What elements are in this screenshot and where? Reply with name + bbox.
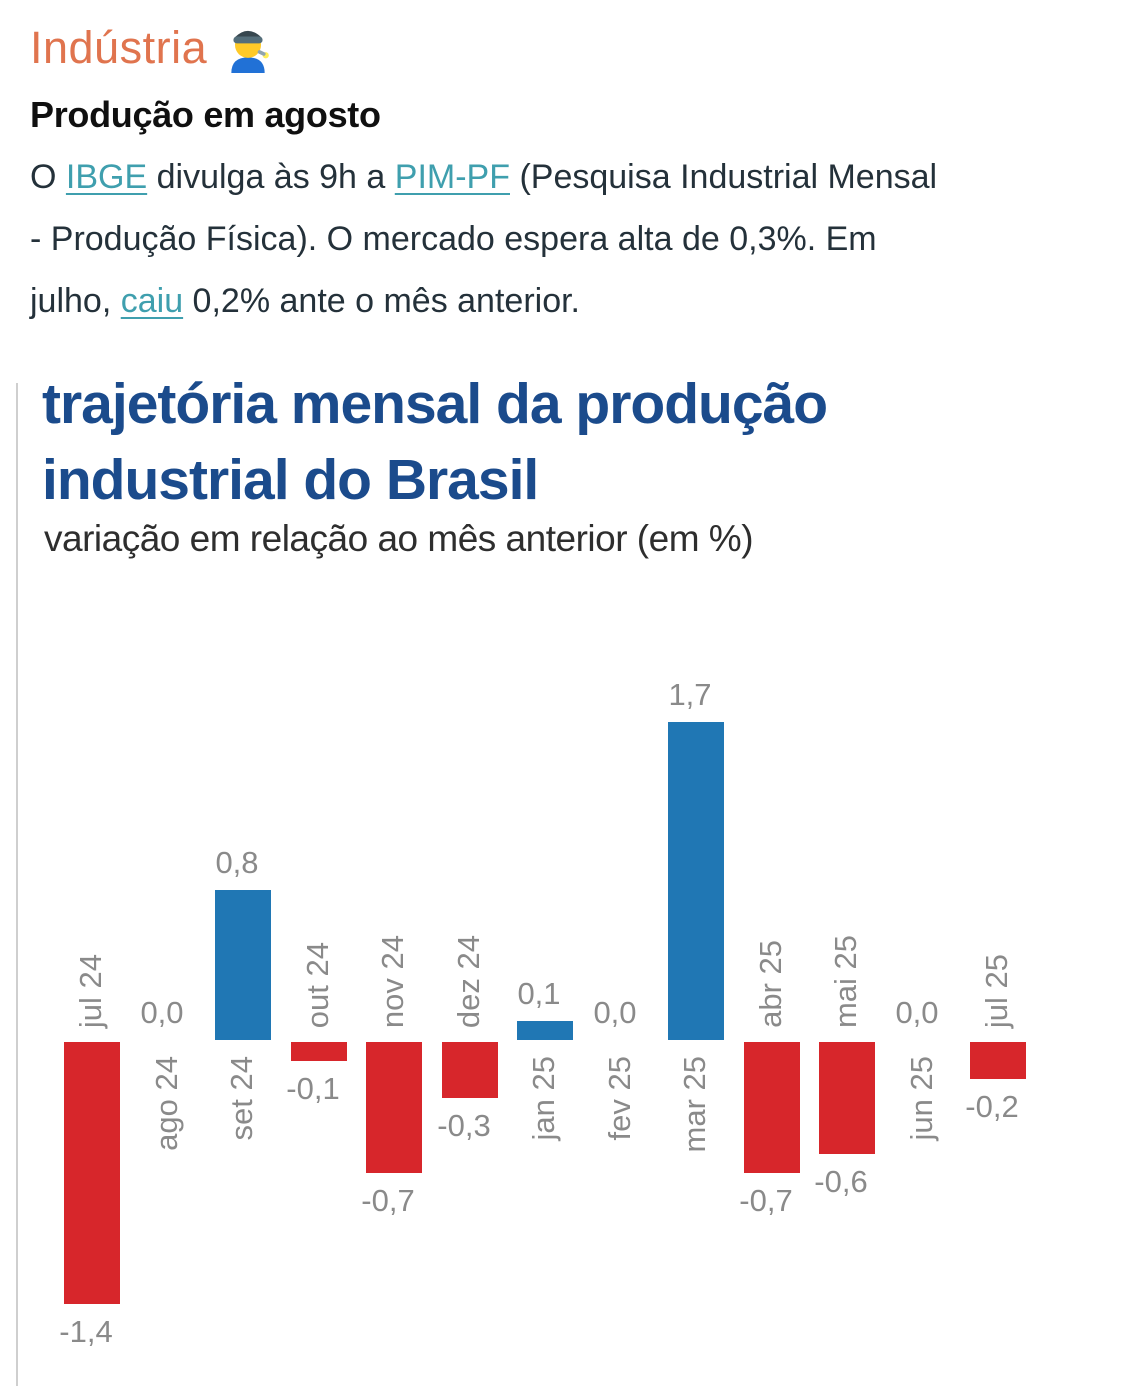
bar-jan-25: [517, 1021, 573, 1040]
section-title: Indústria: [30, 22, 273, 74]
bar-out-24: [291, 1042, 347, 1061]
chart-card-left-border: [16, 383, 18, 1386]
month-label-jul-25: jul 25: [979, 953, 1014, 1028]
value-label-jun-25: 0,0: [895, 995, 939, 1030]
bar-jul-24: [64, 1042, 120, 1304]
value-label-jan-25: 0,1: [517, 976, 561, 1011]
link-ibge[interactable]: IBGE: [65, 158, 148, 196]
paragraph-text: divulga às 9h a: [147, 158, 395, 196]
paragraph-line: - Produção Física). O mercado espera alt…: [30, 208, 1110, 270]
month-label-fev-25: fev 25: [602, 1056, 637, 1141]
section-title-text: Indústria: [30, 22, 208, 73]
paragraph-text: julho,: [30, 282, 121, 320]
month-label-set-24: set 24: [224, 1056, 259, 1141]
paragraph-text: O: [30, 158, 66, 196]
month-label-jul-24: jul 24: [73, 953, 108, 1028]
value-label-jul-24: -1,4: [59, 1314, 113, 1349]
bar-dez-24: [442, 1042, 498, 1098]
value-label-ago-24: 0,0: [140, 995, 184, 1030]
value-label-dez-24: -0,3: [437, 1108, 491, 1143]
link-caiu[interactable]: caiu: [120, 282, 184, 320]
bar-nov-24: [366, 1042, 422, 1173]
chart-title: trajetória mensal da produção industrial…: [42, 372, 828, 512]
paragraph-text: 0,2% ante o mês anterior.: [183, 282, 581, 320]
month-label-mar-25: mar 25: [677, 1056, 712, 1153]
value-label-jul-25: -0,2: [965, 1089, 1019, 1124]
value-label-abr-25: -0,7: [739, 1183, 793, 1218]
month-label-out-24: out 24: [300, 941, 335, 1028]
bar-jul-25: [970, 1042, 1026, 1079]
month-label-nov-24: nov 24: [375, 934, 410, 1028]
chart-subtitle: variação em relação ao mês anterior (em …: [44, 518, 754, 559]
month-label-abr-25: abr 25: [753, 940, 788, 1028]
bar-set-24: [215, 890, 271, 1040]
link-pim-pf[interactable]: PIM-PF: [394, 158, 510, 196]
paragraph-text: (Pesquisa Industrial Mensal: [510, 158, 938, 196]
article-heading: Produção em agosto: [30, 94, 381, 135]
month-label-mai-25: mai 25: [828, 934, 863, 1028]
month-label-jun-25: jun 25: [904, 1056, 939, 1141]
bar-mai-25: [819, 1042, 875, 1154]
month-label-ago-24: ago 24: [149, 1056, 184, 1151]
paragraph-line: julho, caiu 0,2% ante o mês anterior.: [30, 270, 1110, 332]
value-label-fev-25: 0,0: [593, 995, 637, 1030]
value-label-mai-25: -0,6: [814, 1164, 868, 1199]
month-label-jan-25: jan 25: [526, 1056, 561, 1141]
month-label-dez-24: dez 24: [451, 934, 486, 1028]
paragraph-line: O IBGE divulga às 9h a PIM-PF (Pesquisa …: [30, 146, 1110, 208]
value-label-out-24: -0,1: [286, 1071, 340, 1106]
bar-mar-25: [668, 722, 724, 1040]
bar-abr-25: [744, 1042, 800, 1173]
paragraph-text: - Produção Física). O mercado espera alt…: [30, 220, 877, 258]
bar-chart: -1,4 jul 24 0,0 ago 24 0,8 set 24 -0,1 out 24 -0…: [0, 563, 1124, 1386]
man-factory-worker-emoji: [231, 30, 269, 73]
value-label-nov-24: -0,7: [361, 1183, 415, 1218]
value-label-set-24: 0,8: [215, 845, 259, 880]
article-paragraph: O IBGE divulga às 9h a PIM-PF (Pesquisa …: [30, 146, 1110, 332]
value-label-mar-25: 1,7: [668, 677, 712, 712]
